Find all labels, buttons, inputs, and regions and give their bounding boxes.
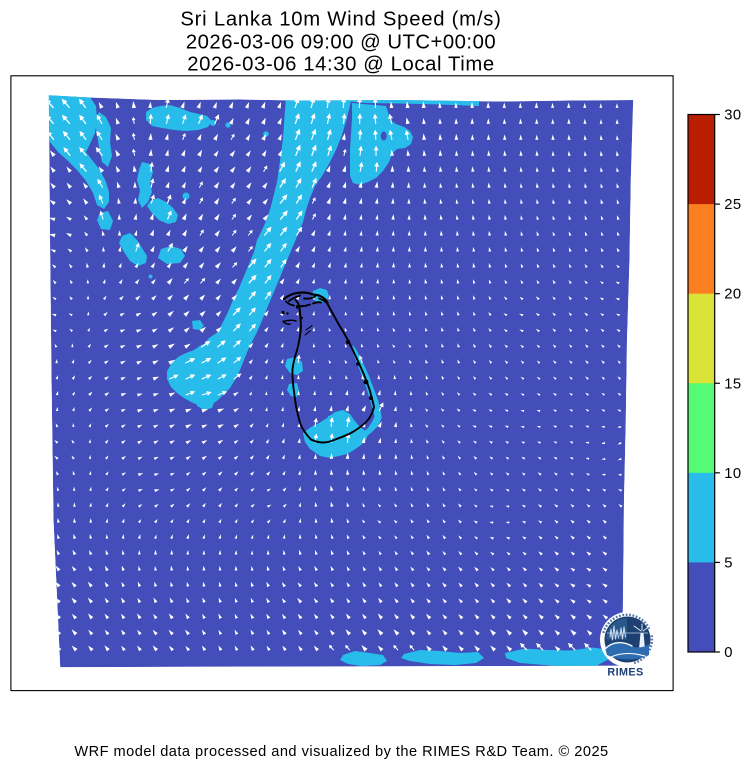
svg-text:RIMES: RIMES <box>607 667 643 679</box>
svg-text:10: 10 <box>724 466 741 482</box>
svg-text:2026-03-06 14:30 @ Local Time: 2026-03-06 14:30 @ Local Time <box>187 53 494 75</box>
svg-text:2026-03-06 09:00 @ UTC+00:00: 2026-03-06 09:00 @ UTC+00:00 <box>186 31 496 53</box>
svg-text:0: 0 <box>724 645 733 661</box>
svg-text:Sri Lanka 10m Wind Speed (m/s): Sri Lanka 10m Wind Speed (m/s) <box>180 9 501 31</box>
svg-text:WRF model data processed and v: WRF model data processed and visualized … <box>74 744 608 760</box>
svg-text:30: 30 <box>724 108 741 124</box>
svg-text:15: 15 <box>724 376 741 392</box>
svg-text:5: 5 <box>724 555 733 571</box>
svg-text:20: 20 <box>724 287 741 303</box>
svg-text:25: 25 <box>724 197 741 213</box>
